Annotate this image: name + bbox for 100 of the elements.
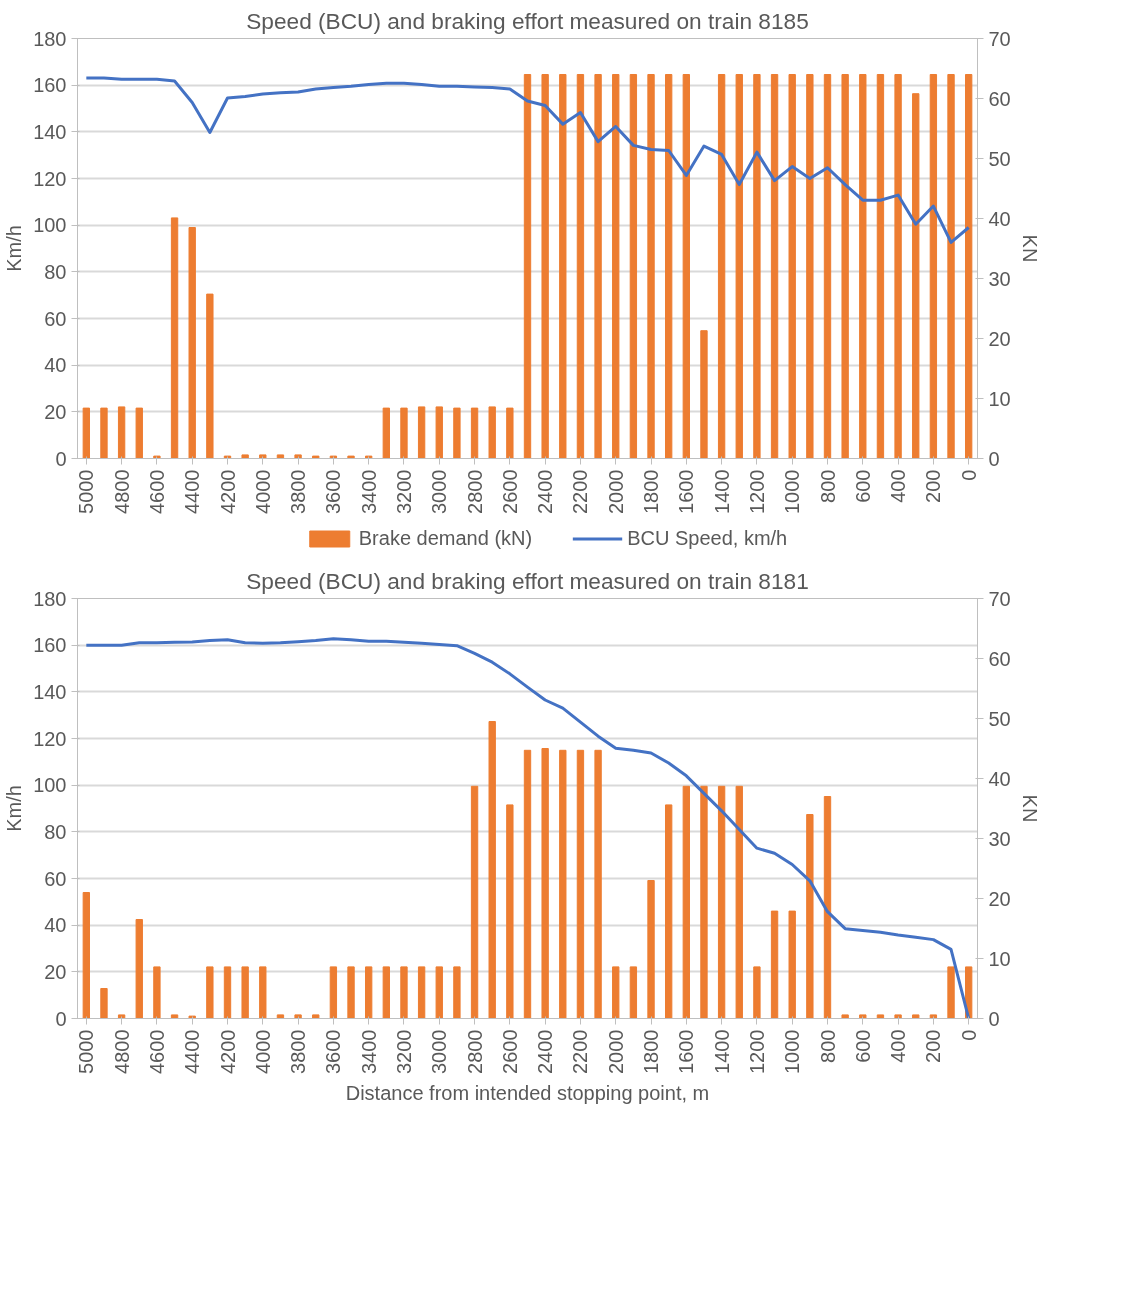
bar: [612, 74, 620, 459]
y2-tick-label: 30: [988, 267, 1011, 290]
y2-tick-label: 10: [988, 947, 1011, 970]
x-tick-label: 2800: [463, 1029, 486, 1074]
y2-tick-label: 20: [988, 327, 1011, 350]
bar: [135, 407, 143, 459]
x-tick-label: 2200: [569, 1029, 592, 1074]
bar: [329, 966, 338, 1019]
y-tick-label: 180: [33, 587, 67, 610]
bar: [100, 988, 108, 1019]
bar: [717, 74, 726, 459]
y-tick-label: 180: [33, 27, 67, 50]
bar: [806, 814, 814, 1019]
x-tick-label: 3000: [428, 469, 451, 514]
bar: [276, 1014, 285, 1019]
chart-title: Speed (BCU) and braking effort measured on train 8185: [246, 7, 809, 34]
bar: [329, 455, 338, 459]
bar: [947, 966, 955, 1019]
bar: [700, 785, 708, 1019]
bar: [417, 966, 426, 1019]
y2-tick-label: 40: [988, 767, 1011, 790]
bar: [541, 748, 549, 1019]
bar: [665, 804, 673, 1019]
bar: [717, 785, 726, 1019]
x-tick-label: 4800: [110, 1029, 133, 1074]
x-tick-label: 4400: [181, 469, 204, 514]
bar: [735, 74, 743, 459]
bar: [347, 966, 355, 1019]
x-tick-label: 4000: [251, 469, 274, 514]
bar: [312, 1014, 320, 1019]
bar: [259, 454, 267, 459]
bar: [647, 74, 655, 459]
y2-tick-label: 0: [988, 1007, 1000, 1030]
bar: [170, 217, 179, 459]
bar: [806, 74, 814, 459]
bar: [470, 407, 479, 459]
y2-axis-title: KN: [1018, 234, 1041, 263]
bar: [823, 796, 832, 1019]
y-tick-label: 160: [33, 634, 67, 657]
y-tick-label: 80: [44, 820, 67, 843]
bar: [117, 406, 126, 459]
x-tick-label: 1400: [710, 1029, 733, 1074]
y2-tick-label: 70: [988, 27, 1011, 50]
bar: [700, 330, 708, 459]
bar: [576, 749, 585, 1019]
bar: [770, 910, 779, 1019]
x-tick-label: 3800: [287, 1029, 310, 1074]
x-tick-label: 1400: [710, 469, 733, 514]
x-tick-label: 800: [816, 1029, 839, 1063]
bar: [947, 74, 955, 459]
bar: [788, 74, 796, 459]
bar: [206, 293, 214, 459]
x-tick-label: 3200: [392, 469, 415, 514]
bar: [417, 406, 426, 459]
x-tick-label: 1200: [745, 1029, 768, 1074]
y2-tick-label: 60: [988, 647, 1011, 670]
y-tick-label: 0: [55, 447, 67, 470]
x-tick-label: 0: [957, 1029, 980, 1041]
bar: [400, 407, 408, 459]
x-tick-label: 1000: [781, 1029, 804, 1074]
bar: [735, 785, 743, 1019]
bar: [365, 455, 373, 459]
bar: [506, 804, 514, 1019]
x-tick-label: 4400: [181, 1029, 204, 1074]
bar: [294, 1014, 302, 1019]
x-tick-label: 1600: [675, 469, 698, 514]
bar: [912, 93, 920, 459]
x-tick-label: 3400: [357, 469, 380, 514]
legend-label: BCU Speed, km/h: [627, 526, 788, 550]
bar: [912, 1014, 920, 1019]
y-tick-label: 40: [44, 914, 67, 937]
bar: [894, 74, 902, 459]
bar: [523, 749, 532, 1019]
bar: [382, 966, 390, 1019]
y2-tick-label: 70: [988, 587, 1011, 610]
y-axis-title: Km/h: [3, 225, 26, 272]
x-tick-label: 5000: [75, 469, 98, 514]
bar: [82, 892, 90, 1019]
x-tick-label: 4200: [216, 1029, 239, 1074]
x-tick-label: 4600: [145, 1029, 168, 1074]
y2-tick-label: 20: [988, 887, 1011, 910]
bar: [347, 455, 355, 459]
x-tick-label: 5000: [75, 1029, 98, 1074]
bar: [382, 407, 390, 459]
y-tick-label: 160: [33, 74, 67, 97]
y-tick-label: 140: [33, 680, 67, 703]
bar: [312, 455, 320, 459]
x-tick-label: 4600: [145, 469, 168, 514]
bar: [453, 966, 461, 1019]
y2-tick-label: 10: [988, 387, 1011, 410]
line-series: [84, 76, 971, 244]
x-tick-label: 1200: [745, 469, 768, 514]
bar: [153, 455, 161, 459]
bar: [876, 74, 885, 459]
x-tick-label: 3400: [357, 1029, 380, 1074]
x-tick-label: 2400: [534, 1029, 557, 1074]
x-tick-label: 200: [922, 469, 945, 503]
y-tick-label: 120: [33, 727, 67, 750]
x-tick-label: 4000: [251, 1029, 274, 1074]
bar: [859, 1014, 867, 1019]
